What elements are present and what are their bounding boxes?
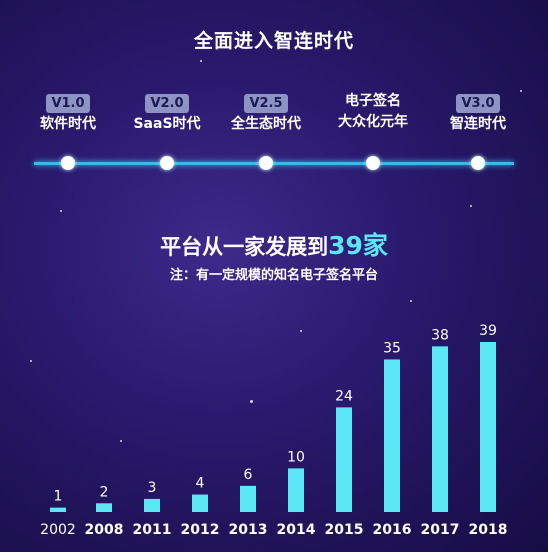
bar-2012	[192, 494, 208, 512]
value-label-2017: 38	[431, 327, 449, 343]
version-badge: V1.0	[46, 94, 90, 113]
stage-label: SaaS时代	[133, 116, 201, 132]
stage-label: 全生态时代	[231, 116, 301, 132]
bar-2017	[432, 346, 448, 512]
x-tick-label-2016: 2016	[373, 522, 412, 538]
bar-2008	[96, 503, 112, 512]
star-decoration	[120, 440, 122, 442]
bar-2016	[384, 359, 400, 512]
timeline-node	[259, 156, 273, 170]
star-decoration	[410, 300, 412, 302]
star-decoration	[520, 90, 522, 92]
bar-chart: 1 2002 2 2008 3 2011 4 2012 6 2013 10 2014 24 2015 35 2…	[40, 323, 508, 538]
star-decoration	[300, 330, 302, 332]
value-label-2012: 4	[196, 476, 205, 492]
timeline-node	[61, 156, 75, 170]
timeline-stage-5: V3.0 智连时代	[418, 92, 538, 134]
x-tick-label-2014: 2014	[277, 522, 316, 538]
timeline-stage-3: V2.5 全生态时代	[206, 92, 326, 134]
headline-text: 平台从一家发展到	[160, 235, 329, 259]
bar-2018	[480, 342, 496, 512]
bar-2015	[336, 407, 352, 512]
value-label-2008: 2	[100, 484, 109, 500]
x-tick-label-2013: 2013	[229, 522, 268, 538]
headline-number: 39家	[328, 231, 388, 260]
x-tick-label-2002: 2002	[40, 522, 76, 538]
value-label-2015: 24	[335, 388, 353, 404]
bar-2002	[50, 507, 66, 512]
timeline-node	[366, 156, 380, 170]
x-tick-label-2012: 2012	[181, 522, 220, 538]
timeline-node	[471, 156, 485, 170]
timeline-stage-2: V2.0 SaaS时代	[107, 92, 227, 134]
timeline-line	[34, 162, 514, 165]
bar-2013	[240, 485, 256, 512]
footnote: 注：有一定规模的知名电子签名平台	[169, 268, 378, 283]
bar-2011	[144, 498, 160, 512]
headline: 平台从一家发展到39家	[0, 226, 548, 262]
version-badge: V2.0	[145, 94, 189, 113]
stage-label: 智连时代	[450, 116, 506, 132]
version-badge: V2.5	[244, 94, 288, 113]
value-label-2011: 3	[148, 480, 157, 496]
value-label-2018: 39	[479, 323, 497, 339]
x-tick-label-2018: 2018	[469, 522, 508, 538]
bar-2014	[288, 468, 304, 512]
timeline-stage-4: 电子签名 大众化元年	[313, 92, 433, 132]
star-decoration	[200, 60, 202, 62]
star-decoration	[60, 210, 62, 212]
star-decoration	[30, 360, 32, 362]
timeline-node	[160, 156, 174, 170]
stage-label: 电子签名	[345, 93, 401, 109]
version-badge: V3.0	[456, 94, 500, 113]
x-tick-label-2011: 2011	[133, 522, 172, 538]
stage-label: 软件时代	[40, 116, 96, 132]
value-label-2002: 1	[54, 489, 63, 505]
star-decoration	[470, 205, 472, 207]
timeline-stage-1: V1.0 软件时代	[8, 92, 128, 134]
star-decoration	[250, 400, 253, 403]
stage-label-line2: 大众化元年	[338, 114, 408, 130]
value-label-2013: 6	[244, 467, 253, 483]
value-label-2016: 35	[383, 340, 401, 356]
x-tick-label-2015: 2015	[325, 522, 364, 538]
x-tick-label-2017: 2017	[421, 522, 460, 538]
page-title: 全面进入智连时代	[193, 30, 354, 52]
value-label-2014: 10	[287, 449, 305, 465]
x-tick-label-2008: 2008	[85, 522, 124, 538]
